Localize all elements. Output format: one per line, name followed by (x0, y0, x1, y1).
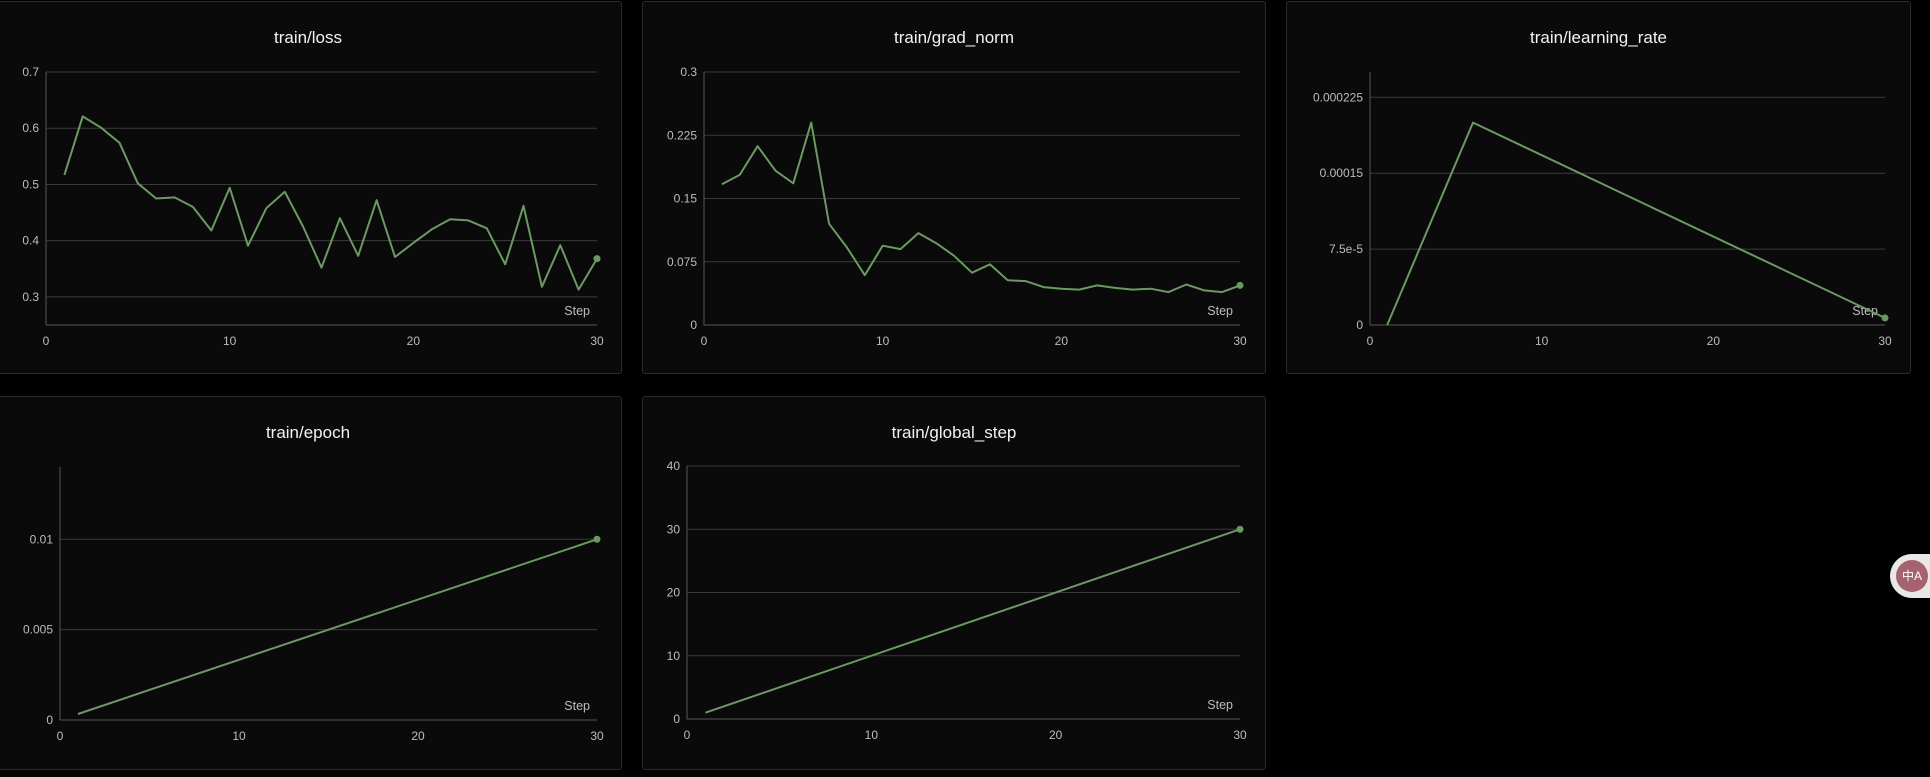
chart-title: train/global_step (891, 423, 1017, 442)
x-axis-label: Step (564, 304, 590, 318)
y-tick-label: 0.15 (674, 192, 698, 206)
series-line (77, 538, 598, 715)
x-tick-label: 0 (57, 729, 64, 743)
y-tick-label: 7.5e-5 (1329, 242, 1363, 256)
x-tick-label: 10 (1535, 334, 1549, 348)
y-tick-label: 0.000225 (1313, 90, 1363, 104)
y-tick-label: 0.075 (667, 255, 697, 269)
y-tick-label: 20 (667, 586, 681, 600)
last-point-marker (593, 535, 601, 543)
x-axis-label: Step (1207, 698, 1233, 712)
last-point-marker (1236, 525, 1244, 533)
chart-plot: 0 0.075 0.15 0.225 0.3 0 10 20 30 Step (667, 65, 1247, 348)
y-tick-label: 0.3 (680, 65, 697, 79)
translate-button[interactable]: 中A (1890, 554, 1930, 598)
y-tick-label: 0.5 (22, 177, 39, 191)
x-tick-label: 10 (876, 334, 890, 348)
x-tick-label: 20 (411, 729, 425, 743)
y-tick-label: 0.6 (22, 121, 39, 135)
x-tick-label: 10 (865, 728, 879, 742)
x-axis-label: Step (1852, 304, 1878, 318)
last-point-marker (1881, 314, 1889, 322)
chart-panel-train-learning-rate: train/learning_rate 0 7.5e-5 0.00015 0.0002… (1286, 1, 1911, 374)
x-tick-label: 30 (1233, 728, 1247, 742)
chart-panel-train-loss: train/loss 0.3 0.4 0.5 0.6 0.7 0 10 20 30 Step (0, 1, 622, 374)
y-tick-label: 10 (667, 649, 681, 663)
translate-icon: 中A (1896, 560, 1928, 592)
chart-title: train/learning_rate (1529, 28, 1668, 47)
x-tick-label: 30 (590, 334, 604, 348)
x-tick-label: 30 (1878, 334, 1892, 348)
chart-plot: 0 10 20 30 40 0 10 20 30 Step (667, 459, 1247, 742)
y-tick-label: 0.4 (22, 234, 39, 248)
x-tick-label: 20 (1055, 334, 1069, 348)
series-line (721, 121, 1241, 294)
x-tick-label: 0 (701, 334, 708, 348)
y-tick-label: 0.3 (22, 290, 39, 304)
chart-panel-train-epoch: train/epoch 0 0.005 0.01 0 10 20 30 Step (0, 396, 622, 770)
x-tick-label: 30 (590, 729, 604, 743)
x-tick-label: 10 (232, 729, 246, 743)
chart-plot: 0 0.005 0.01 0 10 20 30 Step (23, 467, 604, 743)
y-tick-label: 0 (46, 713, 53, 727)
x-axis-label: Step (1207, 304, 1233, 318)
chart-plot: 0.3 0.4 0.5 0.6 0.7 0 10 20 30 Step (22, 65, 604, 348)
chart-title: train/grad_norm (893, 28, 1014, 47)
chart-title: train/epoch (265, 423, 351, 442)
last-point-marker (593, 255, 601, 263)
chart-panel-train-global-step: train/global_step 0 10 20 30 40 0 10 20 30 Step (642, 396, 1266, 770)
x-tick-label: 10 (223, 334, 237, 348)
y-tick-label: 0 (1356, 318, 1363, 332)
chart-panel-train-grad-norm: train/grad_norm 0 0.075 0.15 0.225 0.3 0 10 20 3… (642, 1, 1266, 374)
y-tick-label: 30 (667, 522, 681, 536)
x-tick-label: 0 (1367, 334, 1374, 348)
chart-title: train/loss (273, 28, 343, 47)
x-tick-label: 30 (1233, 334, 1247, 348)
y-tick-label: 0.225 (667, 128, 697, 142)
y-tick-label: 0 (673, 712, 680, 726)
series-line (1386, 121, 1886, 326)
x-tick-label: 20 (1707, 334, 1721, 348)
series-line (63, 115, 598, 291)
x-tick-label: 0 (43, 334, 50, 348)
y-tick-label: 40 (667, 459, 681, 473)
y-tick-label: 0.01 (30, 532, 54, 546)
x-tick-label: 20 (1049, 728, 1063, 742)
series-line (705, 528, 1241, 714)
last-point-marker (1236, 281, 1244, 289)
chart-plot: 0 7.5e-5 0.00015 0.000225 0 10 20 30 Step (1313, 72, 1892, 348)
y-tick-label: 0.7 (22, 65, 39, 79)
x-tick-label: 20 (407, 334, 421, 348)
x-tick-label: 0 (684, 728, 691, 742)
y-tick-label: 0.00015 (1320, 166, 1364, 180)
x-axis-label: Step (564, 699, 590, 713)
y-tick-label: 0 (690, 318, 697, 332)
y-tick-label: 0.005 (23, 623, 53, 637)
